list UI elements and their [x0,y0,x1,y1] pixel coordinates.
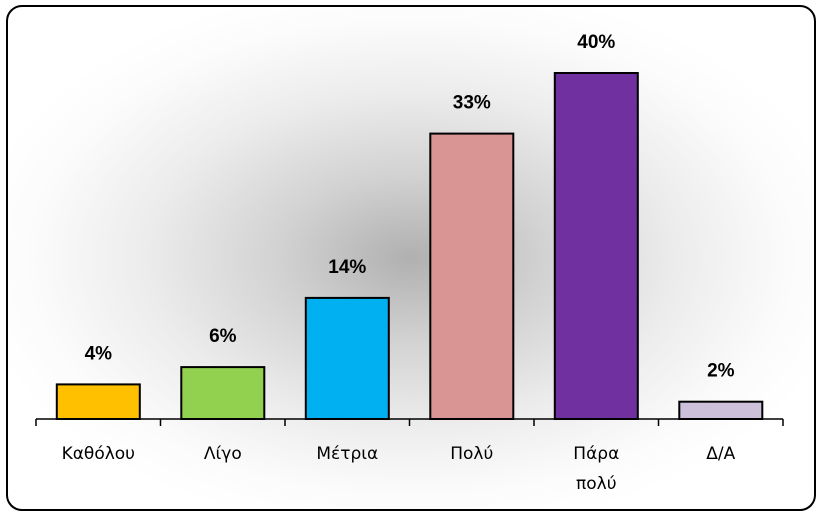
bar-4 [553,72,639,420]
value-label-2: 14% [328,257,366,278]
bar-2 [304,296,390,420]
bar-0 [55,383,141,420]
value-label-5: 2% [707,361,735,382]
category-label-3: Πολύ [450,444,493,464]
bar-1 [180,366,266,421]
category-label-2: Μέτρια [316,444,378,464]
value-label-3: 33% [453,93,491,114]
category-label-4-line-0: Πάρα [573,444,619,464]
bar-5 [678,400,764,421]
value-label-1: 6% [209,326,237,347]
value-label-4: 40% [577,32,615,53]
value-label-0: 4% [85,343,113,364]
chart-frame [6,5,816,511]
category-label-0: Καθόλου [62,444,135,464]
category-label-4-line-1: πολύ [576,474,617,494]
bar-3 [429,132,515,420]
category-label-1: Λίγο [204,444,242,464]
category-label-5: Δ/Α [706,444,735,464]
